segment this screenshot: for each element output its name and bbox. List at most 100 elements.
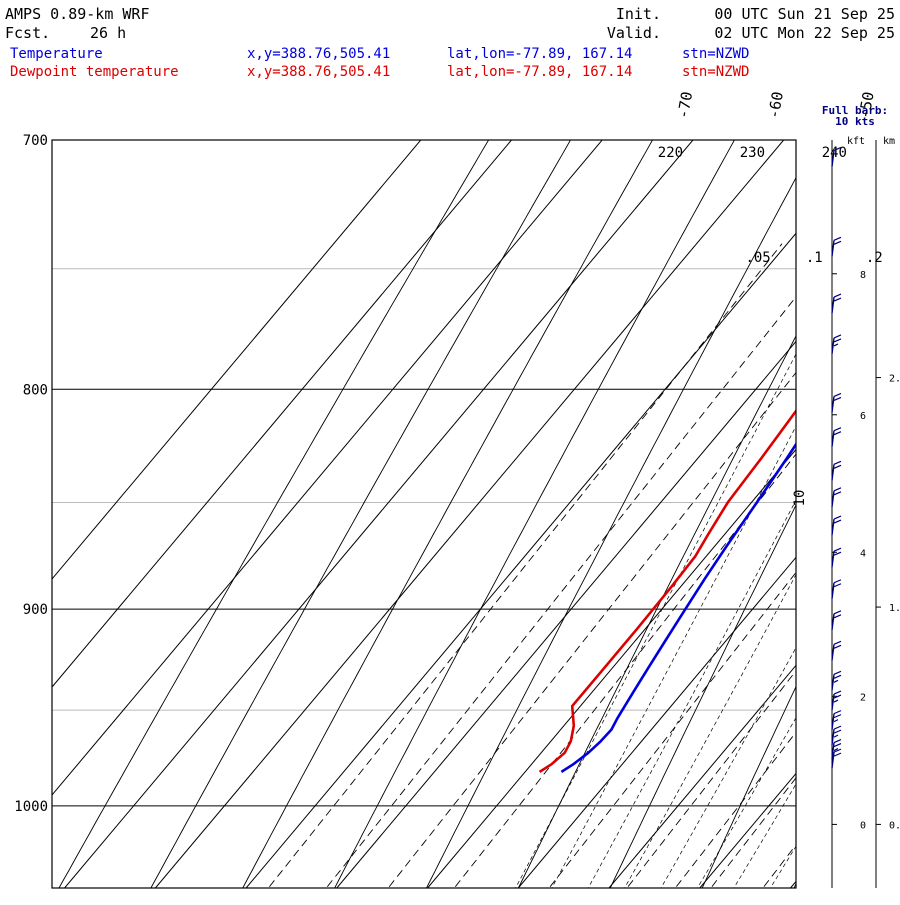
dry-adiabat-210	[146, 113, 586, 897]
fcst-hours: 26 h	[90, 24, 126, 42]
sounding-profiles	[540, 140, 900, 772]
wind-barb	[832, 428, 841, 447]
init-label: Init.	[616, 5, 661, 23]
mixing-ratio-4	[704, 244, 900, 897]
wind-barb-flag	[834, 711, 841, 714]
isotherm--60	[155, 120, 800, 888]
wind-barb-half	[834, 720, 838, 722]
dry-adiabat-220	[238, 113, 667, 897]
wind-barb-flag	[834, 611, 841, 614]
wind-barb-half	[834, 700, 838, 702]
legend-temperature-xy: x,y=388.76,505.41	[247, 46, 390, 62]
wind-barb-half	[834, 344, 838, 346]
wind-barb-flag	[834, 428, 841, 431]
wind-barb-flag	[834, 715, 841, 718]
wind-barb-flag	[834, 339, 841, 342]
wind-barb-flag	[834, 645, 841, 648]
temp-tick--60: -60	[765, 90, 787, 120]
legend-dewpoint-latlon: lat,lon=-77.89, 167.14	[447, 64, 632, 80]
wind-barb-flag	[834, 744, 841, 747]
pressure-label-900: 900	[23, 602, 48, 618]
theta-label-220: 220	[658, 145, 683, 161]
isotherm--30	[428, 120, 900, 888]
wind-barb	[832, 461, 841, 480]
wind-barb-flag	[834, 753, 841, 756]
pressure-label-1000: 1000	[14, 799, 48, 815]
mixing-ratio-label-.2: .2	[866, 250, 883, 266]
wind-barb-flag	[834, 730, 841, 733]
wind-barb-flag	[834, 241, 841, 244]
isotherm--40	[337, 120, 900, 888]
kft-tick-label-8: 8	[860, 270, 866, 281]
kft-tick-label-2: 2	[860, 692, 866, 703]
wind-barb-flag	[834, 237, 841, 240]
moist-adiabat--8	[620, 86, 900, 897]
km-tick-label-1.: 1.	[889, 603, 900, 614]
legend-dewpoint-xy: x,y=388.76,505.41	[247, 64, 390, 80]
init-time: 00 UTC Sun 21 Sep 25	[714, 5, 895, 23]
mixing-ratio-6	[756, 244, 900, 897]
dewpoint-profile	[540, 140, 900, 772]
kft-tick-label-0: 0	[860, 820, 866, 831]
wind-barb	[832, 691, 841, 710]
wind-barb	[832, 393, 841, 412]
wind-barb-flag	[834, 548, 841, 551]
model-title: AMPS 0.89-km WRF	[5, 5, 150, 23]
moist-adiabat--12	[583, 86, 900, 897]
pressure-label-800: 800	[23, 382, 48, 398]
wind-barb-flag	[834, 465, 841, 468]
moist-adiabat-label: 10	[792, 490, 808, 507]
wind-barb-flag	[834, 298, 841, 301]
wind-barb-flag	[834, 584, 841, 587]
wind-barb	[832, 516, 841, 535]
wind-barb-flag	[834, 520, 841, 523]
wind-barb-flag	[834, 641, 841, 644]
isotherm--80	[0, 120, 619, 888]
kft-tick-label-6: 6	[860, 411, 866, 422]
wind-barb	[832, 726, 841, 745]
wind-barb-flag	[834, 488, 841, 491]
legend-dewpoint-stn: stn=NZWD	[682, 64, 749, 80]
wind-barb-half	[834, 680, 838, 682]
mixing-ratio-0.2	[381, 244, 898, 897]
plot-area	[0, 86, 900, 897]
mixing-ratio-3	[668, 244, 900, 897]
valid-time: 02 UTC Mon 22 Sep 25	[714, 24, 895, 42]
wind-barb	[832, 641, 841, 660]
kft-tick-label-4: 4	[860, 548, 866, 559]
mixing-ratio-label-.1: .1	[806, 250, 823, 266]
isotherm-20	[881, 120, 900, 888]
moist-adiabat-12	[801, 86, 900, 897]
isotherm--90	[0, 120, 528, 888]
kft-label: kft	[847, 136, 865, 147]
wind-barb	[832, 611, 841, 630]
wind-barb	[832, 488, 841, 507]
wind-barb-flag	[834, 691, 841, 694]
dry-adiabat-290	[882, 113, 900, 897]
mixing-ratio-1	[542, 244, 900, 897]
wind-barb-half	[834, 735, 838, 737]
moist-adiabat--4	[656, 86, 900, 897]
theta-label-230: 230	[740, 145, 765, 161]
wind-barb-flag	[834, 461, 841, 464]
wind-barb	[832, 671, 841, 690]
fcst-label: Fcst.	[5, 24, 50, 42]
km-label: km	[883, 136, 895, 147]
km-tick-label-2.: 2.	[889, 374, 900, 385]
km-tick-label-0.: 0.	[889, 820, 900, 831]
pressure-label-700: 700	[23, 133, 48, 149]
wind-barb	[832, 580, 841, 599]
wind-barb-flag	[834, 580, 841, 583]
temp-tick--70: -70	[674, 90, 696, 120]
valid-label: Valid.	[607, 24, 661, 42]
wind-barb	[832, 237, 841, 256]
wind-barb	[832, 335, 841, 354]
wind-barb-flag	[834, 335, 841, 338]
legend-temperature-name: Temperature	[10, 46, 103, 62]
wind-barb-flag	[834, 393, 841, 396]
dry-adiabat-200	[54, 113, 504, 897]
wind-barb	[832, 294, 841, 313]
wind-barb-flag	[834, 432, 841, 435]
